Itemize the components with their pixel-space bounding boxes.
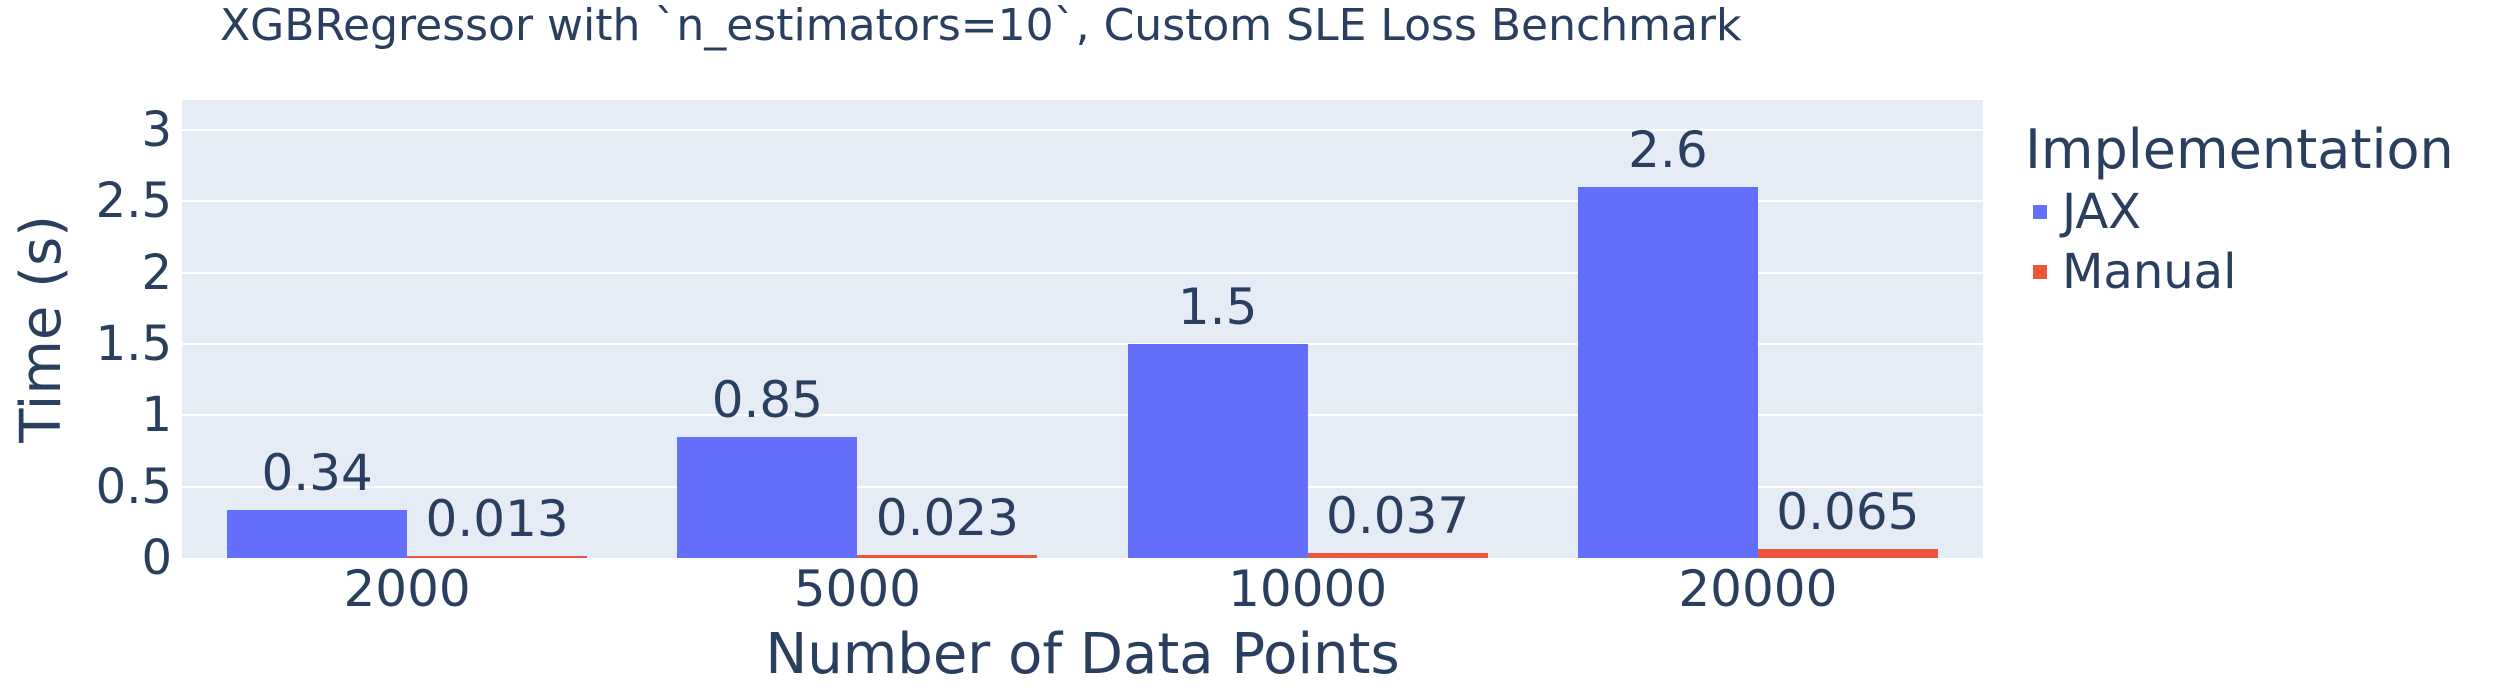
- bar-value-label-jax-10000: 1.5: [1177, 277, 1258, 336]
- bar-manual-20000: [1757, 548, 1938, 558]
- gridline-y-2.5: [182, 200, 1983, 203]
- x-tick-label-5000: 5000: [793, 560, 921, 618]
- bar-value-label-jax-20000: 2.6: [1628, 121, 1708, 180]
- x-axis-title: Number of Data Points: [765, 622, 1400, 687]
- x-tick-label-10000: 10000: [1228, 560, 1388, 618]
- y-tick-label-0: 0: [141, 530, 172, 586]
- legend-item-manual[interactable]: Manual: [2025, 242, 2495, 302]
- legend-item-label-jax: JAX: [2062, 184, 2142, 240]
- y-tick-label-1: 1: [141, 387, 172, 444]
- y-tick-label-2: 2: [141, 244, 172, 301]
- legend-item-jax[interactable]: JAX: [2025, 182, 2495, 242]
- x-tick-label-20000: 20000: [1678, 560, 1838, 618]
- y-tick-label-3: 3: [141, 101, 172, 158]
- gridline-y-2: [182, 271, 1983, 274]
- bar-manual-2000: [407, 556, 588, 558]
- bar-value-label-manual-10000: 0.037: [1326, 486, 1470, 545]
- bar-manual-5000: [857, 554, 1038, 558]
- gridline-y-3: [182, 128, 1983, 131]
- x-tick-area: 2000 5000 10000 20000: [182, 562, 1983, 622]
- gridline-y-1.5: [182, 342, 1983, 345]
- bar-manual-10000: [1307, 552, 1488, 558]
- plot-area: 0.34 0.013 0.85 0.023 1.5 0.037 2.6 0.065: [182, 100, 1983, 558]
- bar-value-label-manual-20000: 0.065: [1776, 482, 1920, 541]
- bar-value-label-manual-2000: 0.013: [425, 490, 569, 548]
- bar-value-label-manual-5000: 0.023: [875, 488, 1019, 547]
- legend-title: Implementation: [2025, 118, 2454, 181]
- legend-items: JAX Manual: [2025, 182, 2495, 302]
- bar-jax-10000: [1127, 343, 1308, 558]
- y-tick-label-1.5: 1.5: [95, 315, 172, 372]
- y-tick-label-2.5: 2.5: [95, 173, 172, 230]
- bar-jax-20000: [1577, 187, 1758, 558]
- bar-jax-5000: [677, 436, 858, 558]
- chart-title: XGBRegressor with `n_estimators=10`, Cus…: [220, 0, 1742, 51]
- legend-item-label-manual: Manual: [2062, 244, 2237, 300]
- bar-value-label-jax-5000: 0.85: [711, 370, 824, 429]
- legend: Implementation JAX Manual: [2025, 117, 2495, 302]
- y-tick-area: 0 0.5 1 1.5 2 2.5 3: [0, 100, 172, 582]
- gridline-y-0.5: [182, 485, 1983, 488]
- legend-marker-icon-manual: [2033, 265, 2047, 279]
- bar-jax-2000: [227, 509, 408, 558]
- bar-value-label-jax-2000: 0.34: [261, 443, 373, 502]
- gridline-y-1: [182, 414, 1983, 417]
- y-tick-label-0.5: 0.5: [95, 458, 172, 515]
- legend-marker-icon-jax: [2033, 205, 2047, 219]
- x-tick-label-2000: 2000: [343, 560, 471, 618]
